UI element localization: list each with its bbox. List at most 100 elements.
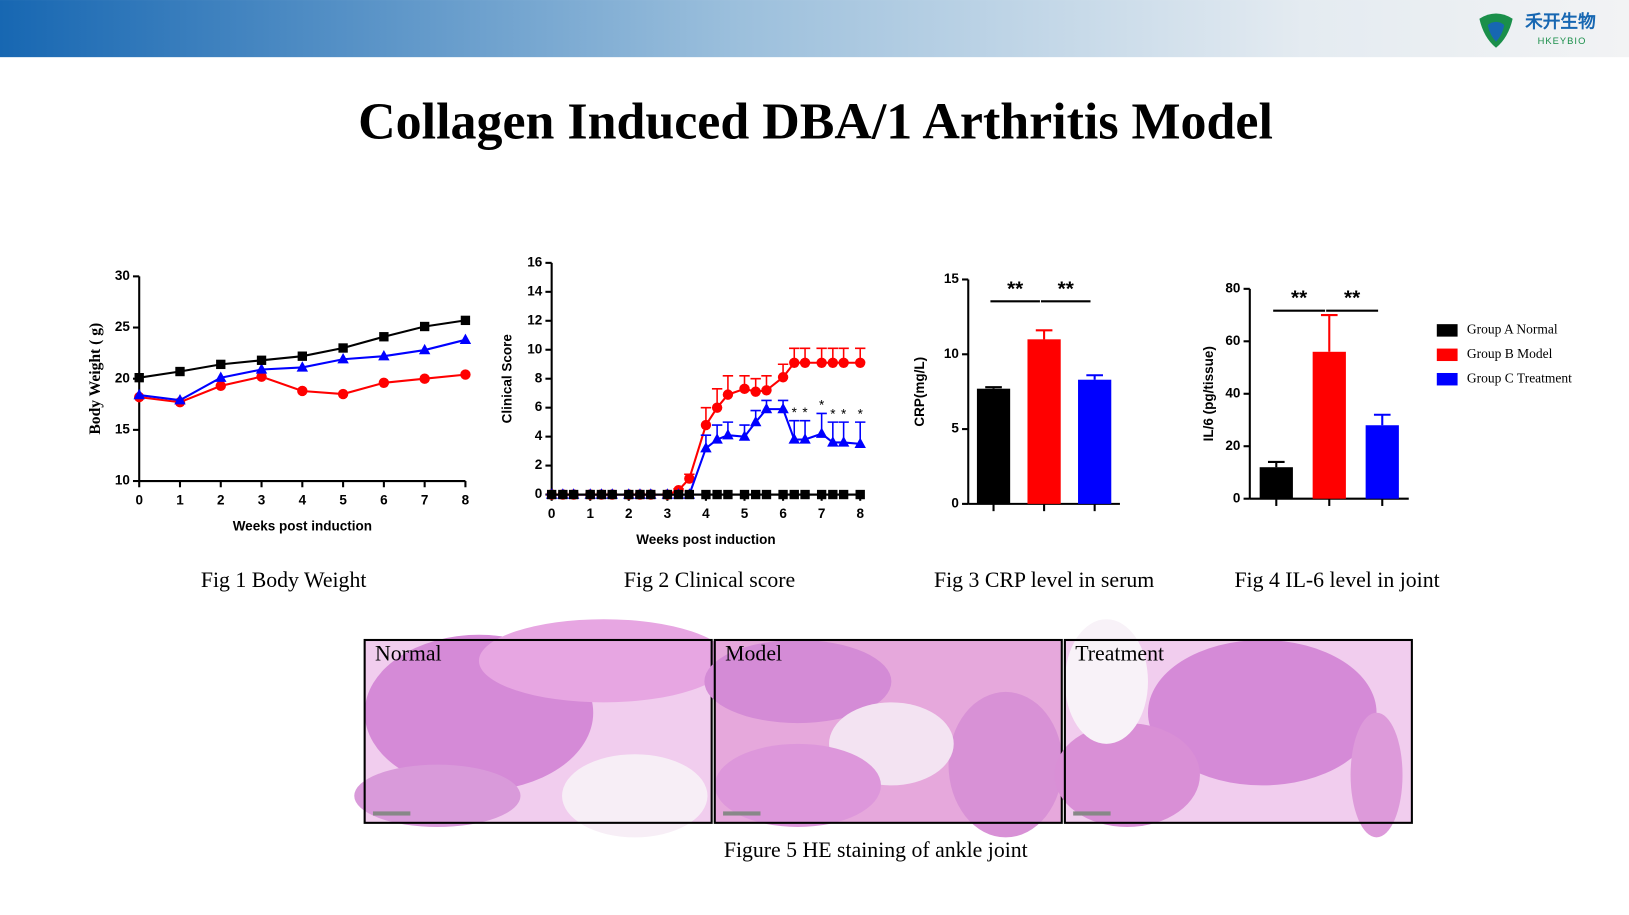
x-tick-label: 5 xyxy=(741,506,749,521)
marker xyxy=(215,371,227,382)
marker xyxy=(838,489,849,500)
y-tick-label: 12 xyxy=(527,312,542,327)
logo-icon-inner xyxy=(1487,21,1505,42)
marker xyxy=(419,373,430,384)
marker xyxy=(789,357,800,368)
marker xyxy=(827,357,839,368)
marker xyxy=(460,369,471,380)
marker xyxy=(749,415,762,427)
y-tick-label: 2 xyxy=(535,457,543,472)
marker xyxy=(624,489,634,500)
significance-mark: * xyxy=(802,405,808,420)
tissue xyxy=(704,639,892,724)
error-bar xyxy=(1086,374,1103,380)
marker xyxy=(379,332,389,342)
tissue xyxy=(714,743,881,827)
significance-mark: ** xyxy=(1058,277,1075,300)
y-tick-label: 10 xyxy=(115,473,130,488)
marker xyxy=(216,359,226,370)
significance-mark: * xyxy=(858,406,864,421)
marker xyxy=(635,489,645,500)
legend-label: Group B Model xyxy=(1467,346,1553,361)
marker xyxy=(596,489,607,500)
panel-frame xyxy=(713,638,1063,824)
marker xyxy=(761,489,772,500)
bar xyxy=(976,388,1011,504)
marker xyxy=(175,366,185,377)
marker xyxy=(459,333,472,344)
y-axis-label: CRP(mg/L) xyxy=(912,357,927,427)
tissue xyxy=(562,754,708,838)
figure-5: Normal Model Treatment xyxy=(354,619,1413,838)
marker xyxy=(760,402,773,414)
y-tick-label: 6 xyxy=(535,399,543,414)
marker xyxy=(827,436,839,447)
x-tick-label: 0 xyxy=(135,492,143,507)
marker xyxy=(789,489,799,500)
x-tick-label: 1 xyxy=(176,492,184,507)
error-bar xyxy=(1373,413,1391,426)
logo: 禾开生物 HKEYBIO xyxy=(1479,11,1596,48)
y-tick-label: 0 xyxy=(951,495,959,510)
y-tick-label: 10 xyxy=(527,341,542,356)
error-bar xyxy=(1267,460,1285,468)
x-tick-label: 8 xyxy=(462,492,470,507)
marker xyxy=(799,357,811,368)
tissue xyxy=(1350,712,1403,838)
marker xyxy=(777,372,789,383)
bar xyxy=(1259,467,1293,499)
scale-bar xyxy=(1073,811,1111,816)
panel-label: Model xyxy=(725,642,782,666)
y-tick-label: 15 xyxy=(115,421,131,436)
marker xyxy=(133,388,145,400)
marker xyxy=(684,489,695,500)
marker xyxy=(855,357,866,368)
marker xyxy=(568,489,579,500)
y-tick-label: 0 xyxy=(1233,490,1241,505)
marker xyxy=(751,489,761,500)
chart-caption: Fig 4 IL-6 level in joint xyxy=(1234,568,1439,592)
x-tick-label: 2 xyxy=(625,506,633,521)
bar xyxy=(1027,339,1061,504)
marker xyxy=(788,433,800,444)
marker xyxy=(378,377,390,388)
x-tick-label: 0 xyxy=(548,506,556,521)
marker xyxy=(337,353,349,364)
legend-swatch xyxy=(1436,324,1458,337)
marker xyxy=(855,489,865,500)
marker xyxy=(777,402,789,414)
marker xyxy=(378,349,390,361)
significance-mark: * xyxy=(830,406,836,421)
marker xyxy=(828,489,838,500)
x-tick-label: 8 xyxy=(856,506,864,521)
marker xyxy=(585,489,595,500)
marker xyxy=(838,357,849,368)
marker xyxy=(673,489,684,500)
panel-label: Treatment xyxy=(1075,642,1164,666)
x-tick-label: 4 xyxy=(702,506,710,521)
y-tick-label: 4 xyxy=(535,428,543,443)
x-tick-label: 2 xyxy=(217,492,225,507)
y-axis-label: IL/6 (pg/tissue) xyxy=(1201,346,1216,441)
marker xyxy=(646,489,656,500)
x-tick-label: 1 xyxy=(586,506,594,521)
significance-mark: ** xyxy=(1007,277,1024,300)
panel-frame xyxy=(363,638,713,824)
marker xyxy=(799,433,811,444)
marker xyxy=(722,428,734,440)
marker xyxy=(815,427,828,438)
x-tick-label: 7 xyxy=(421,492,429,507)
x-axis-label: Weeks post induction xyxy=(636,532,775,547)
marker xyxy=(700,441,712,453)
marker xyxy=(256,355,267,365)
marker xyxy=(723,489,733,500)
y-tick-label: 30 xyxy=(115,268,130,283)
x-tick-label: 7 xyxy=(818,506,826,521)
marker xyxy=(816,357,827,368)
marker xyxy=(739,489,750,500)
marker xyxy=(558,489,568,500)
tissue xyxy=(354,764,521,827)
y-axis-label: Body Weight ( g) xyxy=(87,323,104,435)
marker xyxy=(255,363,268,374)
x-tick-label: 5 xyxy=(339,492,347,507)
